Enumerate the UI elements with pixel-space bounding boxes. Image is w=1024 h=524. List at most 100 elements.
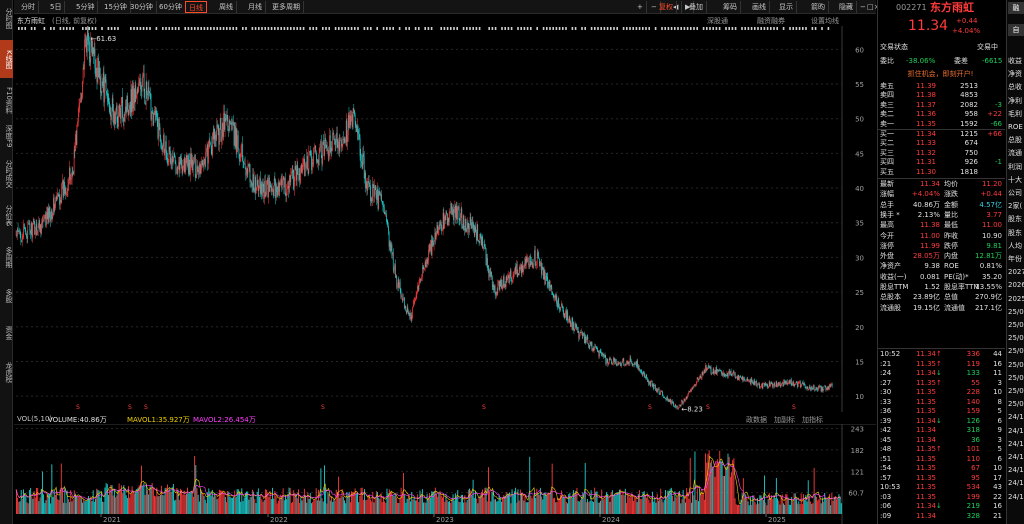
candle-body bbox=[712, 369, 714, 374]
maximize-icon[interactable]: □ bbox=[867, 3, 874, 11]
sidebar-item-1[interactable]: K线图 bbox=[0, 40, 13, 78]
sidebar-item-2[interactable]: F10资料 bbox=[5, 86, 13, 114]
period-tab-4[interactable]: 30分钟 bbox=[127, 1, 157, 13]
tool-button-4[interactable]: 显示 bbox=[776, 1, 797, 13]
volume-bar bbox=[706, 462, 708, 514]
candle-body bbox=[448, 212, 450, 222]
self-select-button[interactable]: 自 bbox=[1008, 24, 1024, 36]
tool-button-1[interactable]: 叠加 bbox=[686, 1, 707, 13]
candle-body bbox=[820, 386, 821, 387]
volume-bar bbox=[644, 495, 646, 514]
tool-button-5[interactable]: 箭昀 bbox=[808, 1, 829, 13]
candle-body bbox=[140, 89, 142, 92]
event-marker bbox=[328, 27, 330, 30]
candle-body bbox=[176, 172, 178, 174]
candle-body bbox=[224, 117, 226, 130]
period-tab-6[interactable]: 日线 bbox=[185, 1, 207, 13]
period-tab-3[interactable]: 15分钟 bbox=[101, 1, 131, 13]
period-tab-9[interactable]: 更多周期 bbox=[269, 1, 304, 13]
candle-body bbox=[72, 171, 74, 173]
volume-bar bbox=[441, 497, 443, 514]
scroll-left-button[interactable]: ◀ bbox=[670, 1, 683, 13]
volume-bar bbox=[457, 490, 459, 514]
margin-button[interactable]: 融 bbox=[1008, 2, 1024, 14]
candle-body bbox=[462, 216, 464, 229]
volume-bar bbox=[788, 504, 790, 514]
open-account-banner[interactable]: 抓住机会，即刻开户! bbox=[907, 70, 974, 78]
candle-body bbox=[145, 103, 146, 105]
volume-bar bbox=[197, 494, 199, 514]
volume-bar bbox=[273, 498, 275, 514]
period-tab-2[interactable]: 5分钟 bbox=[73, 1, 99, 13]
candle-body bbox=[222, 123, 224, 137]
candle-body bbox=[784, 380, 785, 384]
candle-body bbox=[746, 378, 748, 381]
zoom-out-button[interactable]: − bbox=[648, 1, 661, 13]
tool-button-3[interactable]: 画线 bbox=[749, 1, 770, 13]
volume-bar bbox=[429, 493, 430, 514]
candle-body bbox=[518, 273, 519, 276]
vol-btn-add-sub[interactable]: 加副标 bbox=[774, 416, 795, 424]
candle-body bbox=[367, 183, 369, 191]
period-tab-1[interactable]: 5日 bbox=[47, 1, 66, 13]
candle-body bbox=[300, 165, 302, 168]
volume-bar bbox=[627, 493, 629, 514]
volume-bar bbox=[224, 497, 226, 514]
period-tab-7[interactable]: 周线 bbox=[216, 1, 237, 13]
zoom-in-button[interactable]: + bbox=[634, 1, 647, 13]
vol-btn-add-indicator[interactable]: 加指标 bbox=[802, 416, 823, 424]
candle-body bbox=[253, 190, 255, 192]
link-set-ma[interactable]: 设置均线 bbox=[811, 17, 839, 25]
sidebar-item-6[interactable]: 多周期 bbox=[5, 246, 13, 268]
volume-bar bbox=[329, 500, 331, 514]
volume-bar bbox=[734, 498, 736, 514]
tool-button-0[interactable]: 复权 bbox=[656, 1, 677, 13]
link-margin[interactable]: 融资融券 bbox=[757, 17, 785, 25]
candle-body bbox=[640, 369, 641, 372]
scroll-right-button[interactable]: ▶ bbox=[682, 1, 695, 13]
candle-body bbox=[574, 329, 575, 331]
sidebar-item-3[interactable]: 深度F9 bbox=[5, 124, 13, 148]
sidebar-item-7[interactable]: 多股 bbox=[5, 289, 13, 303]
candle-body bbox=[514, 267, 516, 272]
period-tab-5[interactable]: 60分钟 bbox=[156, 1, 186, 13]
volume-bar bbox=[202, 492, 204, 514]
candle-body bbox=[687, 395, 688, 399]
event-marker bbox=[629, 27, 631, 30]
candle-body bbox=[30, 230, 31, 234]
sidebar-item-9[interactable]: 龙虎榜 bbox=[5, 361, 13, 383]
sidebar-item-4[interactable]: 分时成交 bbox=[5, 160, 13, 188]
period-tab-8[interactable]: 月线 bbox=[245, 1, 266, 13]
event-marker bbox=[642, 27, 644, 30]
candle-body bbox=[88, 39, 90, 42]
event-marker bbox=[450, 27, 452, 30]
event-marker bbox=[322, 27, 324, 30]
tool-button-2[interactable]: 筹码 bbox=[720, 1, 741, 13]
minimize-icon[interactable]: − bbox=[860, 3, 866, 11]
volume-bar bbox=[261, 499, 263, 514]
volume-bar bbox=[701, 488, 703, 514]
sidebar-item-8[interactable]: 资金 bbox=[5, 326, 13, 340]
candle-body bbox=[726, 373, 728, 376]
sidebar-item-5[interactable]: 分价表 bbox=[5, 204, 13, 226]
vol-btn-data[interactable]: 政数据 bbox=[746, 416, 767, 424]
event-marker bbox=[610, 27, 612, 30]
period-tab-0[interactable]: 分时 bbox=[18, 1, 39, 13]
event-marker bbox=[770, 27, 772, 30]
candle-body bbox=[644, 373, 645, 378]
link-hk-connect[interactable]: 深股通 bbox=[707, 17, 728, 25]
volume-bar bbox=[602, 499, 604, 514]
candle-body bbox=[118, 112, 119, 127]
volume-bar bbox=[786, 494, 788, 514]
close-icon[interactable]: × bbox=[873, 1, 881, 13]
candle-body bbox=[183, 158, 185, 166]
sidebar-item-0[interactable]: 分时图 bbox=[5, 7, 13, 29]
volume-bar bbox=[588, 502, 590, 514]
candle-body bbox=[188, 155, 189, 174]
event-marker bbox=[149, 27, 151, 30]
tool-button-6[interactable]: 隐藏 bbox=[836, 1, 857, 13]
candle-body bbox=[86, 39, 87, 53]
candle-body bbox=[810, 388, 812, 391]
